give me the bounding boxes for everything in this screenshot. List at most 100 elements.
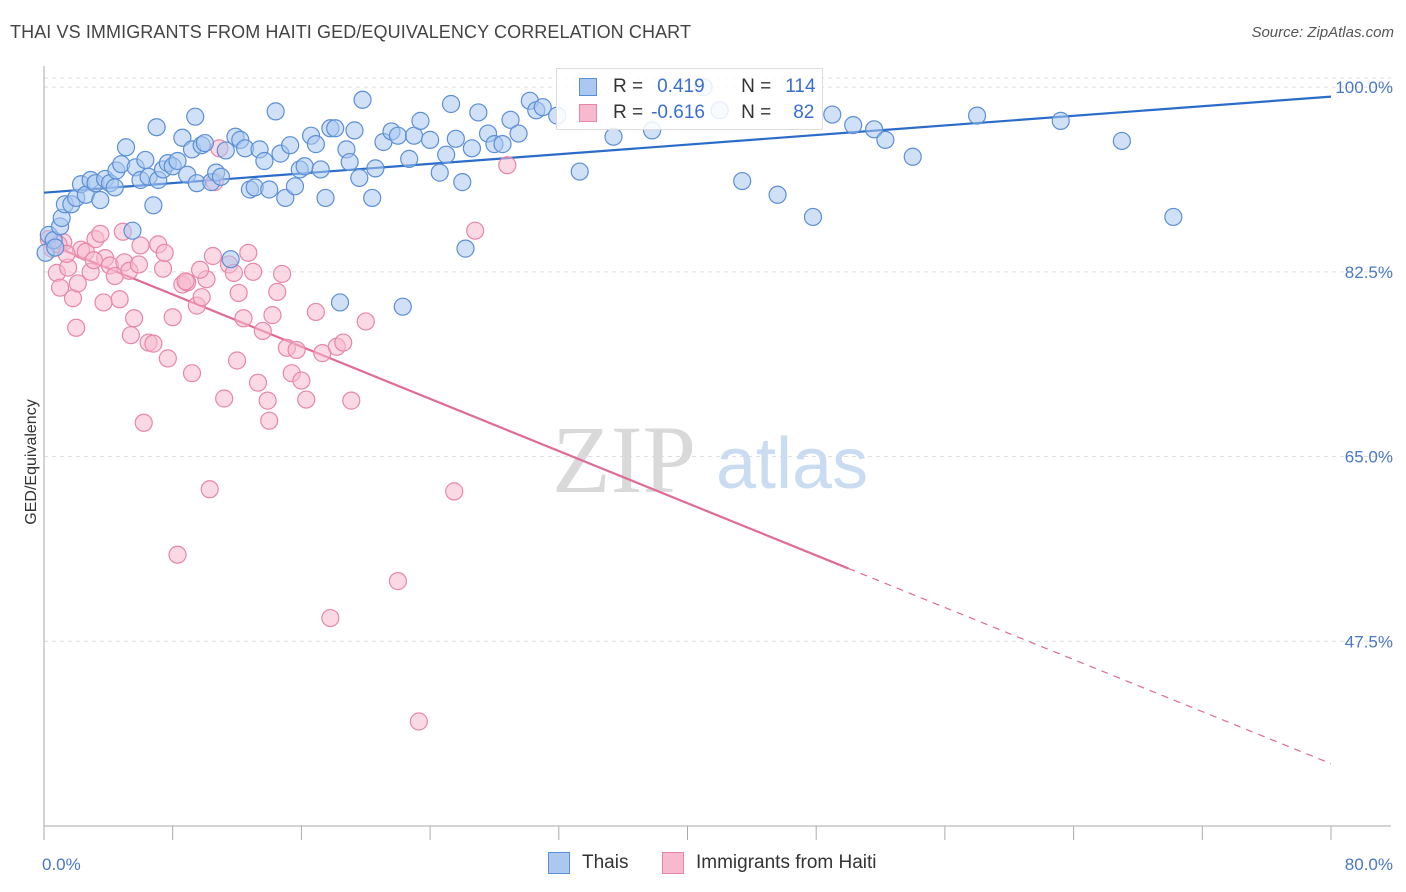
thai-point: [147, 118, 166, 137]
thai-point: [533, 98, 552, 117]
haiti-point: [192, 288, 211, 307]
thai-point: [105, 178, 124, 197]
haiti-r-label: R =: [613, 102, 644, 123]
haiti-point: [248, 373, 268, 392]
thai-point: [255, 151, 274, 171]
haiti-points: [39, 139, 517, 731]
haiti-point: [110, 290, 129, 309]
haiti-point: [124, 309, 144, 328]
thai-point: [276, 188, 295, 208]
haiti-trend-line: [43, 241, 849, 570]
thai-point: [316, 188, 335, 208]
haiti-point: [334, 333, 353, 352]
haiti-legend-label: Immigrants from Haiti: [696, 852, 877, 873]
haiti-point: [306, 302, 325, 322]
thai-point: [462, 139, 482, 158]
thai-point: [136, 150, 155, 170]
haiti-point: [182, 364, 202, 383]
haiti-point: [153, 259, 173, 278]
thai-point: [903, 147, 922, 166]
tick-labels: 47.5% 65.0% 82.5% 100.0% 0.0% 80.0%: [42, 78, 1393, 874]
thai-point: [768, 185, 787, 204]
thai-point: [441, 94, 461, 114]
thai-point: [345, 121, 364, 140]
thai-point: [116, 138, 136, 157]
thai-point: [1164, 207, 1183, 227]
bottom-legend-haiti: Immigrants from Haiti: [662, 852, 877, 874]
thai-n-label: N =: [741, 76, 772, 97]
haiti-point: [244, 262, 263, 281]
watermark-atlas: atlas: [716, 424, 868, 504]
legend-row-haiti: R = -0.616 N = 82: [579, 101, 814, 125]
haiti-point: [134, 413, 153, 432]
trend-lines: [43, 95, 1332, 765]
y-tick-label: 100.0%: [1335, 78, 1393, 97]
watermark-zip: ZIP: [552, 406, 696, 513]
thai-point: [509, 124, 528, 143]
y-axis-label: GED/Equivalency: [23, 399, 40, 524]
thai-point: [823, 105, 842, 124]
haiti-point: [200, 480, 219, 499]
thai-legend-label: Thais: [582, 852, 629, 873]
haiti-point: [466, 221, 485, 240]
haiti-r-value: -0.616: [651, 102, 705, 123]
haiti-point: [121, 326, 140, 345]
thai-point: [211, 167, 231, 186]
thai-point: [216, 141, 235, 160]
thai-point: [388, 126, 408, 145]
thai-point: [46, 238, 65, 257]
thai-point: [306, 135, 325, 154]
haiti-point: [356, 312, 375, 331]
haiti-point: [50, 278, 70, 297]
thai-trend-line: [43, 95, 1332, 194]
haiti-point: [297, 390, 316, 409]
thai-point: [123, 221, 142, 240]
thai-point: [865, 120, 884, 139]
thai-point: [186, 107, 205, 126]
haiti-point: [176, 272, 195, 291]
thai-point: [350, 168, 369, 187]
thai-point: [340, 152, 359, 172]
haiti-point: [229, 283, 248, 303]
thai-point: [400, 149, 419, 168]
thai-point: [326, 119, 345, 138]
thai-point: [437, 145, 456, 164]
thai-point: [363, 188, 382, 208]
thai-swatch: [579, 78, 597, 96]
watermark: ZIP atlas: [552, 406, 868, 513]
haiti-point: [258, 391, 277, 410]
haiti-point: [84, 251, 103, 270]
thai-point: [168, 151, 187, 171]
thai-point: [1051, 111, 1070, 130]
thai-point: [260, 180, 279, 199]
haiti-point: [253, 321, 272, 341]
thai-point: [453, 173, 472, 192]
haiti-point: [215, 389, 234, 408]
haiti-point: [292, 371, 311, 390]
haiti-point: [131, 236, 150, 255]
thai-points: [36, 78, 1183, 316]
haiti-point: [203, 246, 223, 266]
thai-point: [967, 106, 987, 125]
bottom-legend: Thais Immigrants from Haiti: [0, 852, 1406, 878]
haiti-point: [287, 340, 306, 360]
haiti-point: [260, 411, 279, 430]
chart-title: THAI VS IMMIGRANTS FROM HAITI GED/EQUIVA…: [10, 22, 692, 42]
thai-r-label: R =: [613, 76, 644, 97]
thai-point: [411, 111, 430, 130]
thai-point: [1112, 131, 1131, 151]
haiti-point: [388, 572, 408, 591]
haiti-point: [158, 349, 177, 368]
y-tick-label: 65.0%: [1345, 448, 1393, 467]
haiti-point: [129, 255, 149, 274]
thai-point: [803, 207, 823, 227]
thai-point: [173, 128, 192, 147]
legend-row-thai: R = 0.419 N = 114: [579, 75, 816, 99]
haiti-point: [67, 318, 86, 337]
thai-point: [281, 136, 300, 155]
thai-point: [311, 160, 330, 179]
thai-point: [604, 127, 623, 146]
haiti-point: [239, 243, 258, 262]
thai-point: [266, 102, 285, 121]
haiti-point: [168, 545, 187, 564]
